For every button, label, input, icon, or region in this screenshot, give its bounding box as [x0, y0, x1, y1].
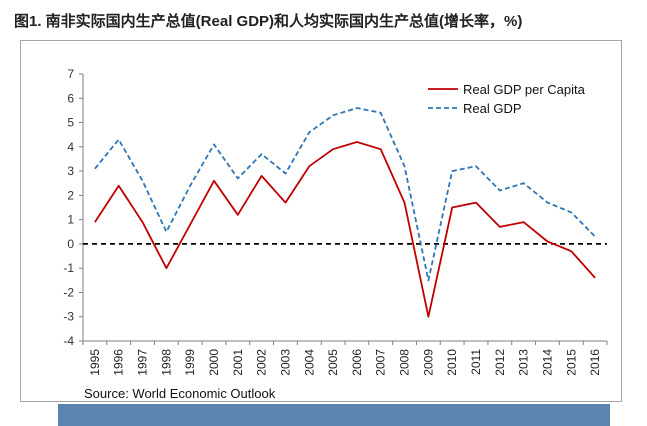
series-line-real-gdp: [94, 107, 596, 282]
source-note: Source: World Economic Outlook: [84, 386, 276, 401]
x-tick-label: 1996: [112, 349, 126, 376]
y-tick-label: -1: [63, 261, 74, 275]
y-tick-label: 0: [67, 237, 74, 251]
x-tick-label: 1998: [159, 349, 173, 376]
y-tick-label: 7: [67, 67, 74, 81]
y-tick-label: 5: [67, 116, 74, 130]
x-tick-label: 2007: [374, 349, 388, 376]
x-tick-label: 2001: [231, 349, 245, 376]
y-tick-label: 3: [67, 164, 74, 178]
x-tick-label: 2012: [493, 349, 507, 376]
footer-bar: [58, 404, 610, 426]
x-tick-label: 2011: [469, 349, 483, 375]
y-tick-label: -3: [63, 310, 74, 324]
legend-label: Real GDP per Capita: [463, 82, 586, 97]
x-tick-label: 2016: [588, 349, 602, 376]
y-tick-label: 2: [67, 188, 74, 202]
x-tick-label: 2010: [445, 349, 459, 376]
chart-title: 图1. 南非实际国内生产总值(Real GDP)和人均实际国内生产总值(增长率，…: [14, 13, 523, 30]
x-tick-label: 2005: [326, 349, 340, 376]
x-tick-label: 2002: [255, 349, 269, 376]
legend-label: Real GDP: [463, 101, 522, 116]
x-tick-label: 2013: [517, 349, 531, 376]
y-tick-label: 6: [67, 91, 74, 105]
y-tick-label: 1: [67, 213, 74, 227]
x-tick-label: 2004: [302, 349, 316, 376]
x-tick-label: 1995: [88, 349, 102, 376]
y-tick-label: 4: [67, 140, 74, 154]
series-line-real-gdp-per-capita: [94, 141, 596, 318]
x-tick-label: 1999: [183, 349, 197, 376]
x-tick-label: 1997: [136, 349, 150, 376]
y-tick-label: -4: [63, 334, 74, 348]
x-tick-label: 2003: [278, 349, 292, 376]
x-tick-label: 2015: [564, 349, 578, 376]
x-tick-label: 2008: [398, 349, 412, 376]
x-tick-label: 2009: [421, 349, 435, 376]
y-tick-label: -2: [63, 285, 74, 299]
x-tick-label: 2006: [350, 349, 364, 376]
x-tick-label: 2000: [207, 349, 221, 376]
x-tick-label: 2014: [540, 349, 554, 376]
